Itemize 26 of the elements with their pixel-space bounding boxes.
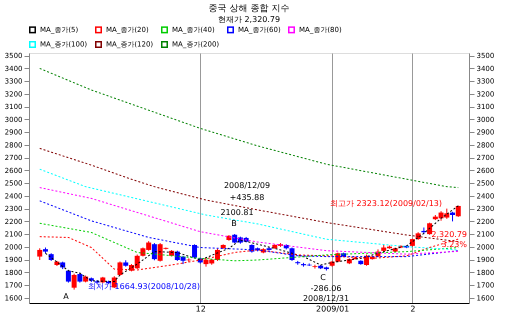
candlestick [152, 242, 157, 261]
x-tick-label: 2009/01 [316, 304, 350, 314]
chart-title: 중국 상해 종합 지수 [208, 4, 290, 14]
candlestick [450, 211, 456, 222]
annotation: 2100.81 [220, 208, 254, 217]
line-series [39, 68, 459, 188]
annotation: 2008/12/31 [302, 294, 350, 303]
x-tick-label: 12 [196, 304, 206, 314]
candlestick [77, 272, 82, 284]
annotation: 3.23% [442, 240, 468, 249]
annotation: 2,320.79 [431, 230, 467, 239]
candlestick [427, 222, 432, 236]
annotation: 최저가 1664.93(2008/10/28) [88, 282, 200, 291]
x-tick-label: 2 [410, 304, 416, 314]
candlestick [72, 273, 77, 290]
annotation: A [63, 292, 70, 301]
annotation: 최고가 2323.12(2009/02/13) [330, 199, 442, 208]
candlestick [37, 248, 42, 261]
annotation: -286.06 [310, 284, 342, 293]
annotation: B [231, 219, 237, 228]
annotation: +435.88 [230, 193, 264, 202]
annotation: 2008/12/09 [224, 181, 270, 190]
annotation: C [320, 273, 326, 282]
candlestick [456, 205, 461, 218]
text: 현재가 2,320.79 [218, 15, 280, 24]
candlestick [66, 269, 71, 284]
